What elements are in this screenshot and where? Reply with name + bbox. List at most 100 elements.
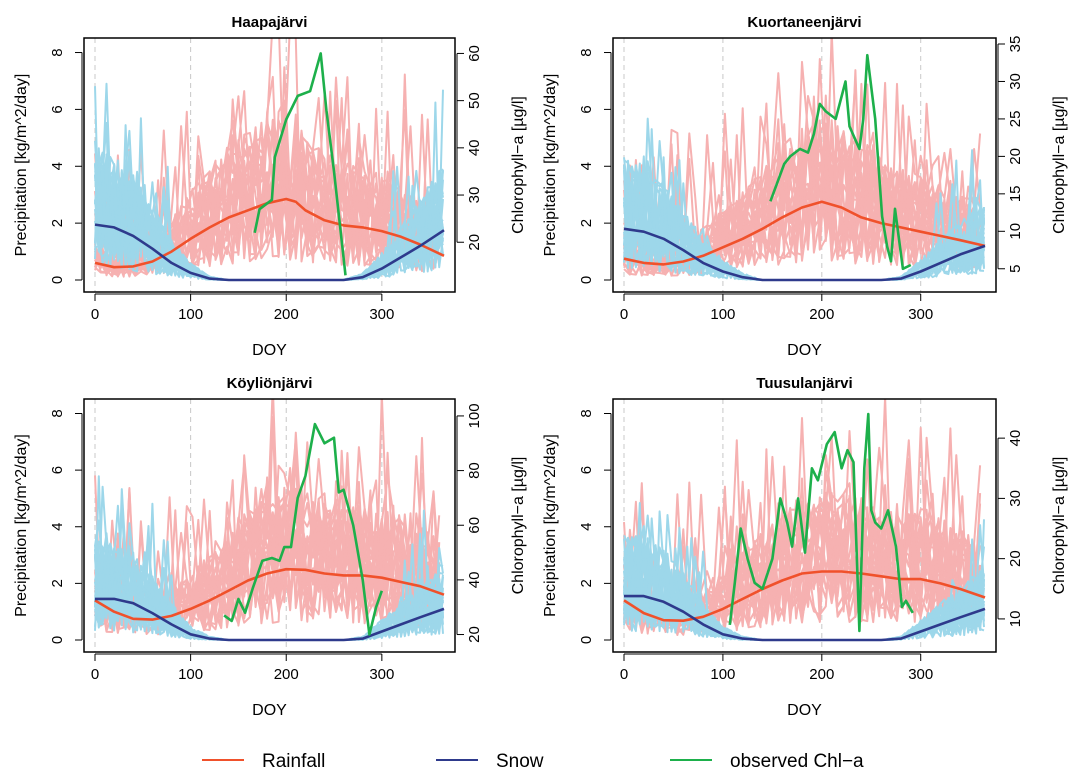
plot-area <box>94 38 445 292</box>
y-axis-title: Precipitation [kg/m^2/day] <box>13 434 30 617</box>
y2-tick-label: 5 <box>1007 265 1024 273</box>
snow-mean-line <box>623 227 986 282</box>
rainfall-mean-line <box>94 197 445 269</box>
chla-observed-line <box>769 53 912 271</box>
y2-tick-label: 35 <box>1007 36 1024 53</box>
rainfall-ensemble-line <box>623 115 982 274</box>
x-tick-label: 100 <box>178 306 203 323</box>
plot-frame <box>83 37 456 293</box>
x-tick-label: 100 <box>178 666 203 683</box>
y2-tick-label: 100 <box>466 403 483 428</box>
panel-title: Tuusulanjärvi <box>756 375 852 392</box>
x-tick-label: 200 <box>274 306 299 323</box>
rainfall-mean-line <box>94 567 445 621</box>
x-axis-title: DOY <box>787 702 822 719</box>
x-tick-label: 0 <box>620 306 628 323</box>
y-tick-label: 2 <box>49 219 66 227</box>
y-tick-label: 8 <box>578 48 595 56</box>
y2-axis-title: Chlorophyll−a [µg/l] <box>1051 457 1068 595</box>
plot-area <box>623 399 986 652</box>
y2-tick-label: 40 <box>466 572 483 589</box>
panel-3: 0 100 200 300 DOY 0 2 4 6 8 Precipitation [kg/m^2/… <box>13 375 527 719</box>
x-tick-label: 100 <box>710 306 735 323</box>
y2-tick-label: 40 <box>466 139 483 156</box>
snow-mean-line <box>624 594 986 642</box>
rainfall-mean-line <box>623 570 986 623</box>
y2-tick-label: 30 <box>466 187 483 204</box>
y-tick-label: 6 <box>578 466 595 474</box>
x-tick-label: 0 <box>91 306 99 323</box>
legend-label: Snow <box>496 751 544 771</box>
x-axis-title: DOY <box>787 342 822 359</box>
y2-tick-label: 60 <box>466 45 483 62</box>
y2-axis-title: Chlorophyll−a [µg/l] <box>510 457 527 595</box>
legend-label: Rainfall <box>262 751 325 771</box>
y2-tick-label: 20 <box>466 626 483 643</box>
plot-frame <box>612 37 997 293</box>
x-axis-title: DOY <box>252 342 287 359</box>
panel-2: 0 100 200 300 DOY 0 2 4 6 8 Precipitation [kg/m^2/… <box>542 14 1068 359</box>
y-tick-label: 2 <box>49 579 66 587</box>
y-tick-label: 8 <box>49 409 66 417</box>
x-tick-label: 300 <box>908 666 933 683</box>
y2-tick-label: 30 <box>1007 73 1024 90</box>
panel-title: Köyliönjärvi <box>227 375 313 392</box>
y2-tick-label: 20 <box>1007 550 1024 567</box>
y2-tick-label: 20 <box>1007 148 1024 165</box>
y2-tick-label: 15 <box>1007 185 1024 202</box>
y2-tick-label: 60 <box>466 517 483 534</box>
y-tick-label: 0 <box>578 636 595 644</box>
y2-tick-label: 10 <box>1007 611 1024 628</box>
rainfall-mean-line <box>623 200 986 266</box>
y-tick-label: 2 <box>578 579 595 587</box>
x-tick-label: 100 <box>710 666 735 683</box>
panel-title: Haapajärvi <box>232 14 308 31</box>
panel-1: 0 100 200 300 DOY 0 2 4 6 8 Precipitation [kg/m^2/… <box>13 14 527 359</box>
chla-observed-line <box>253 52 347 276</box>
plot-area <box>94 399 445 652</box>
y-tick-label: 6 <box>49 466 66 474</box>
y2-tick-label: 80 <box>466 462 483 479</box>
y-tick-label: 0 <box>49 276 66 284</box>
legend-item: Snow <box>436 751 544 771</box>
y-tick-label: 4 <box>578 523 595 531</box>
plot-frame <box>83 398 456 653</box>
y2-tick-label: 40 <box>1007 430 1024 447</box>
y2-tick-label: 30 <box>1007 490 1024 507</box>
x-tick-label: 0 <box>91 666 99 683</box>
y-tick-label: 4 <box>49 162 66 170</box>
plot-frame <box>612 398 997 653</box>
x-tick-label: 300 <box>369 666 394 683</box>
y-axis-title: Precipitation [kg/m^2/day] <box>542 434 559 617</box>
y2-tick-label: 10 <box>1007 223 1024 240</box>
y2-axis-title: Chlorophyll−a [µg/l] <box>510 96 527 234</box>
y2-axis-title: Chlorophyll−a [µg/l] <box>1051 96 1068 234</box>
x-axis-title: DOY <box>252 702 287 719</box>
x-tick-label: 0 <box>620 666 628 683</box>
y-tick-label: 2 <box>578 219 595 227</box>
y-tick-label: 4 <box>49 523 66 531</box>
y-tick-label: 0 <box>578 276 595 284</box>
y-tick-label: 4 <box>578 162 595 170</box>
legend-item: observed Chl−a <box>670 751 864 771</box>
y-tick-label: 8 <box>578 409 595 417</box>
rainfall-ensemble-line <box>623 426 982 633</box>
x-tick-label: 200 <box>274 666 299 683</box>
y-axis-title: Precipitation [kg/m^2/day] <box>542 74 559 257</box>
x-tick-label: 300 <box>369 306 394 323</box>
snow-mean-line <box>94 223 445 282</box>
chla-observed-line <box>728 412 914 633</box>
legend: Rainfall Snow observed Chl−a <box>202 751 864 771</box>
y2-tick-label: 50 <box>466 92 483 109</box>
y-axis-title: Precipitation [kg/m^2/day] <box>13 74 30 257</box>
x-tick-label: 200 <box>809 666 834 683</box>
plot-area <box>623 38 986 292</box>
legend-label: observed Chl−a <box>730 751 864 771</box>
y-tick-label: 6 <box>578 105 595 113</box>
y2-tick-label: 25 <box>1007 111 1024 128</box>
legend-item: Rainfall <box>202 751 325 771</box>
y2-tick-label: 20 <box>466 234 483 251</box>
panel-4: 0 100 200 300 DOY 0 2 4 6 8 Precipitation [kg/m^2/… <box>542 375 1068 719</box>
y-tick-label: 6 <box>49 105 66 113</box>
